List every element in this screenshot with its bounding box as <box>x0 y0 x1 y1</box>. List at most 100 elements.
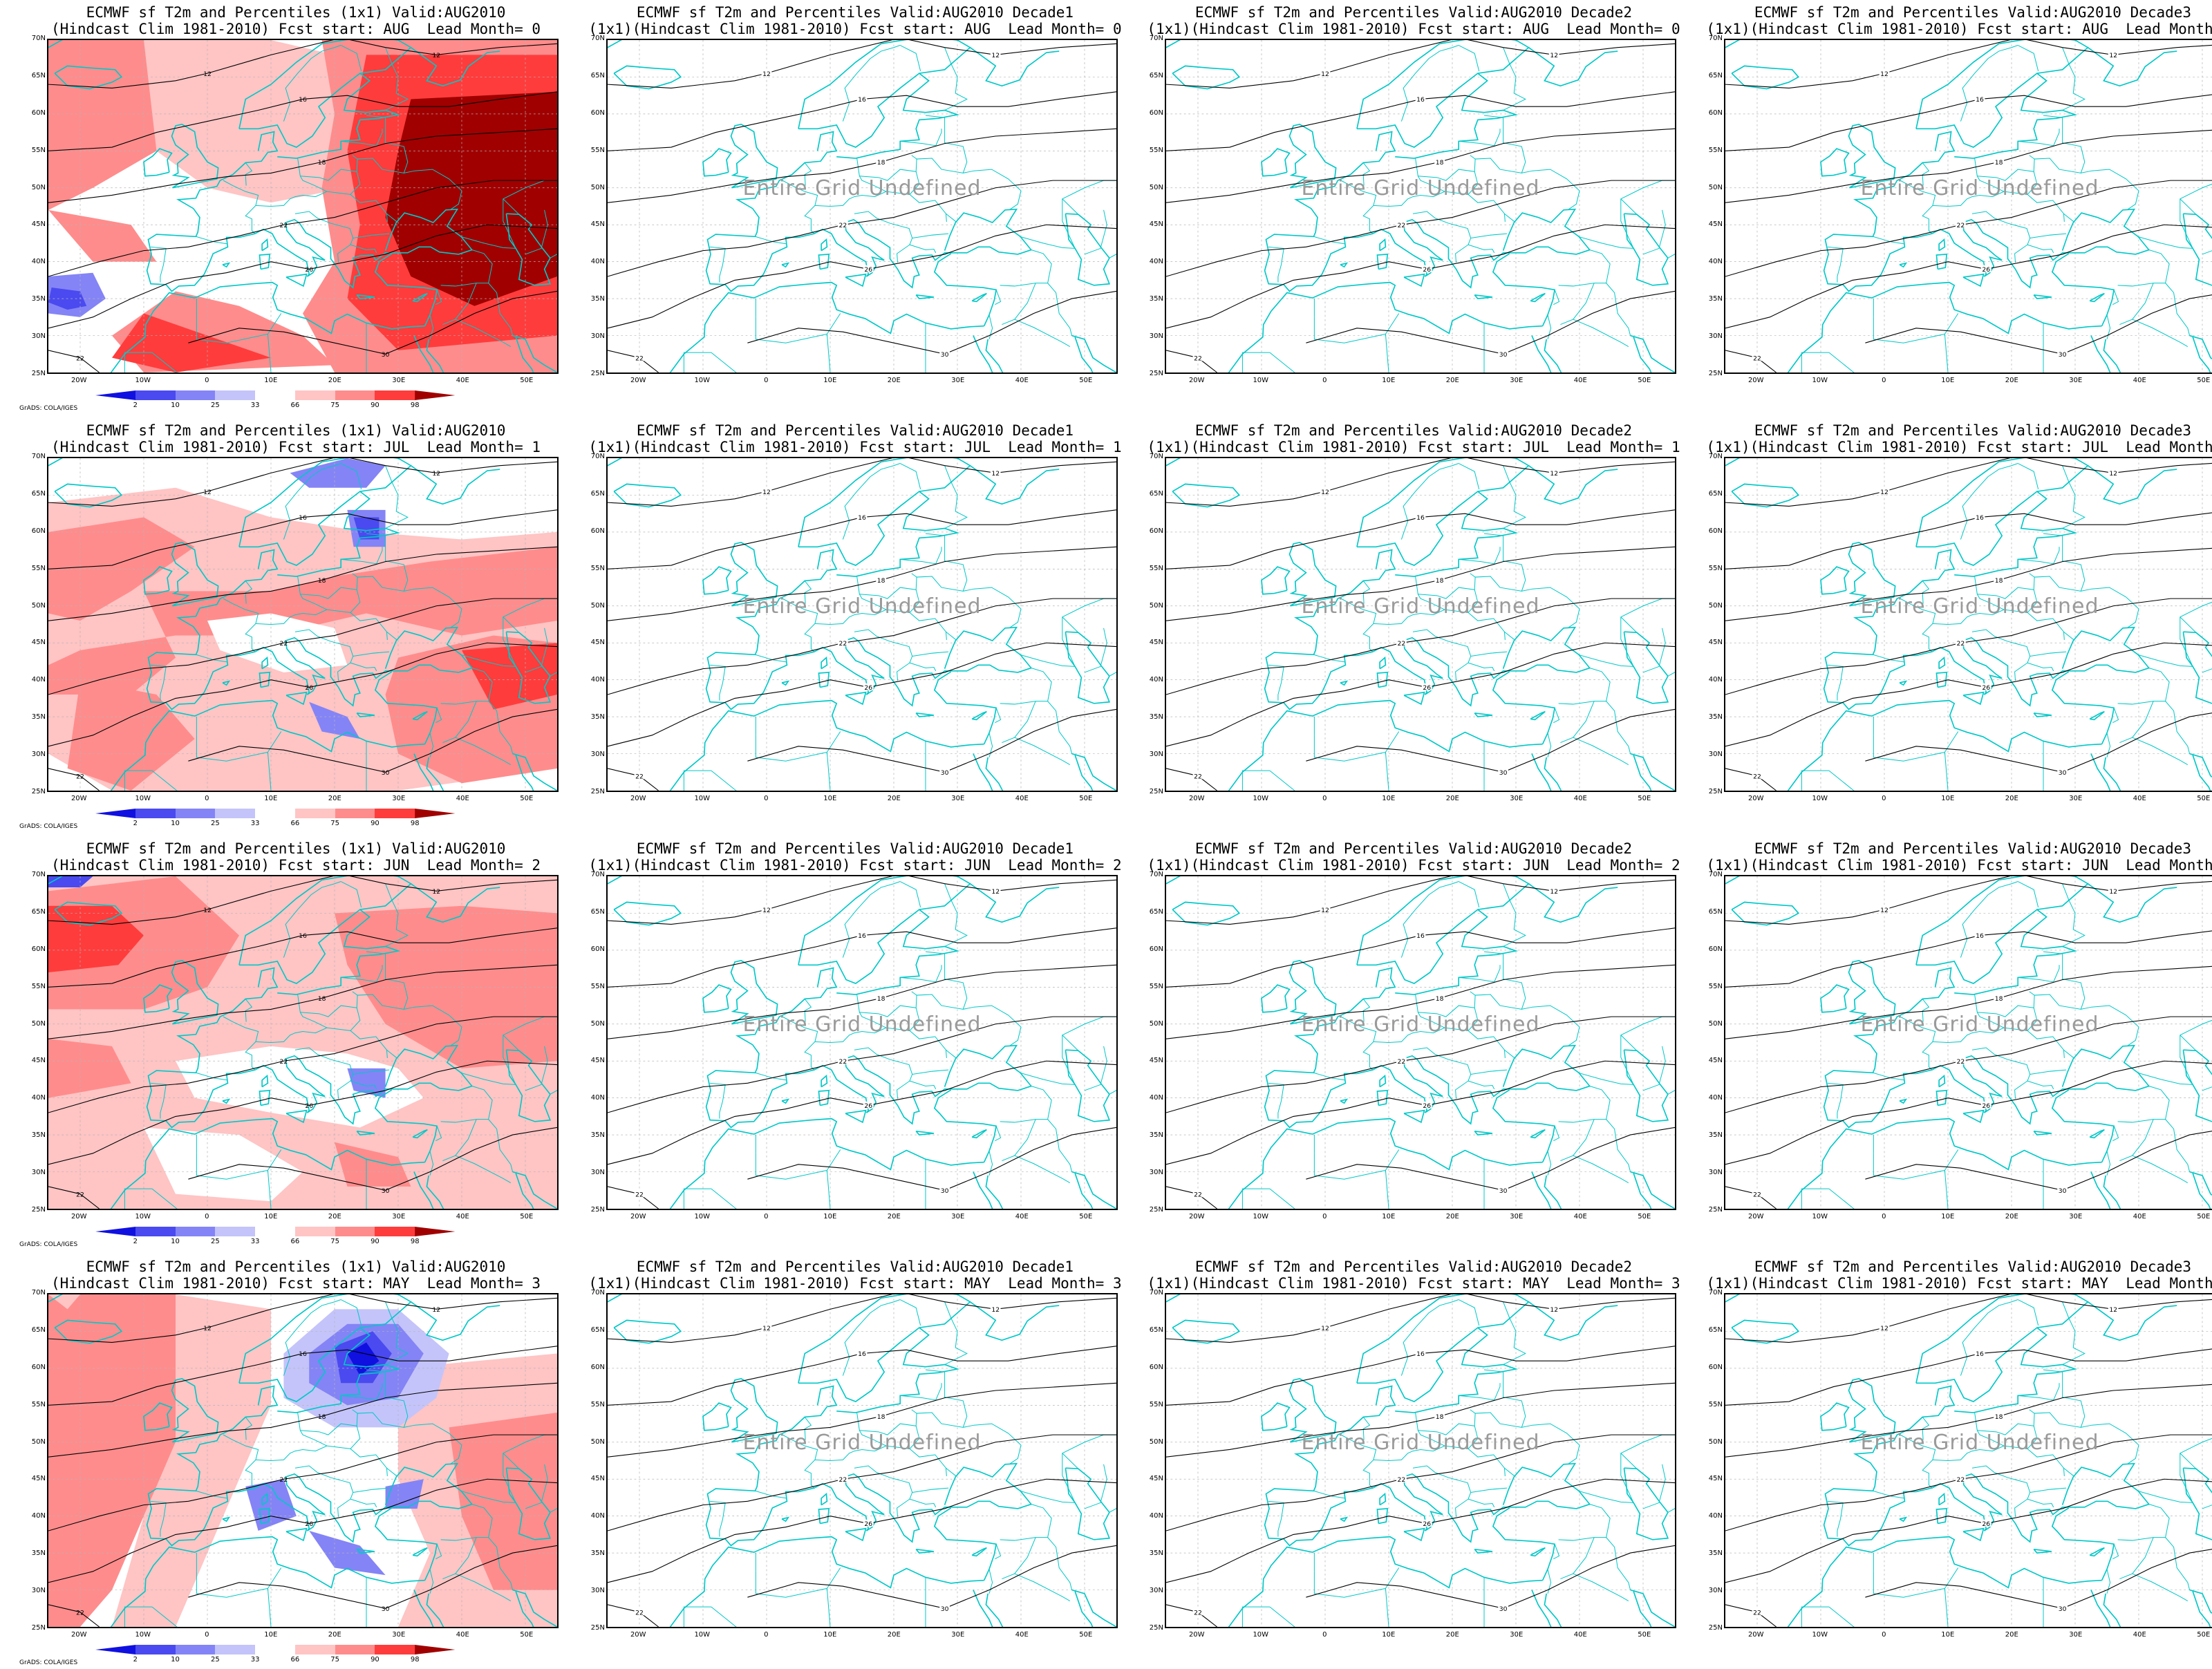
contour-label: 18 <box>1436 995 1444 1003</box>
longitude-label: 10W <box>1253 795 1269 802</box>
longitude-label: 50E <box>1079 1213 1093 1220</box>
contour-label: 22 <box>280 1058 288 1066</box>
latitude-label: 65N <box>590 907 605 916</box>
grads-credit: GrADS: COLA/IGES <box>19 1241 78 1248</box>
panel-title-line1: ECMWF sf T2m and Percentiles Valid:AUG20… <box>636 1258 1074 1275</box>
longitude-label: 10W <box>135 795 151 802</box>
grads-credit: GrADS: COLA/IGES <box>19 405 78 412</box>
map-frame: 12 12 16 18 22 26 30 22 Entire Grid Undefined <box>606 875 1118 1210</box>
contour-line <box>1166 224 1675 329</box>
latitude-label: 35N <box>590 1131 605 1140</box>
coastlines <box>1725 1294 2212 1627</box>
longitude-label: 10W <box>694 795 711 802</box>
longitude-label: 20E <box>887 1213 901 1220</box>
contour-label: 22 <box>839 1058 847 1066</box>
latitude-label: 25N <box>1708 1624 1723 1632</box>
contour-label: 26 <box>1982 1520 1990 1528</box>
longitude-label: 20E <box>2005 795 2018 802</box>
temperature-contours: 12 12 16 18 22 26 30 22 <box>608 876 1116 1209</box>
latitude-label: 60N <box>1708 1363 1723 1371</box>
longitude-label: 50E <box>520 377 534 384</box>
longitude-label: 10E <box>823 1631 837 1639</box>
panel-title-line1: ECMWF sf T2m and Percentiles Valid:AUG20… <box>1754 840 2192 857</box>
longitude-label: 0 <box>1882 377 1886 384</box>
longitude-label: 0 <box>1882 795 1886 802</box>
longitude-label: 0 <box>764 377 769 384</box>
temperature-contours: 12 12 16 18 22 26 30 22 <box>1166 458 1675 791</box>
percentile-shading <box>48 876 557 1209</box>
graticule <box>48 40 557 373</box>
panel-title-line1: ECMWF sf T2m and Percentiles (1x1) Valid… <box>86 422 506 439</box>
longitude-label: 0 <box>1882 1213 1886 1220</box>
latitude-label: 60N <box>590 1363 605 1371</box>
contour-line <box>1166 876 1452 925</box>
contour-label: 22 <box>1194 1191 1202 1198</box>
contour-line <box>48 1016 557 1113</box>
coastlines <box>608 1294 1116 1627</box>
panel-title-line2: (Hindcast Clim 1981-2010) Fcst start: MA… <box>50 1275 541 1292</box>
longitude-label: 20W <box>1188 377 1205 384</box>
longitude-label: 30E <box>392 795 406 802</box>
latitude-label: 40N <box>1708 1094 1723 1102</box>
latitude-label: 65N <box>1149 71 1163 79</box>
borders <box>1801 463 2212 791</box>
colorbar-label: 66 <box>290 820 300 827</box>
latitude-label: 50N <box>1149 183 1163 191</box>
contour-line <box>1865 713 2212 773</box>
longitude-label: 40E <box>2133 1631 2146 1639</box>
latitude-label: 45N <box>31 639 46 647</box>
longitude-label: 40E <box>2133 1213 2146 1220</box>
contour-line <box>1166 546 1675 621</box>
latitude-label: 30N <box>1708 751 1723 759</box>
contour-label: 18 <box>1995 159 2003 167</box>
latitude-label: 30N <box>31 1587 46 1595</box>
borders <box>1801 45 2212 373</box>
colorbar-label: 75 <box>330 1238 340 1245</box>
longitude-label: 0 <box>205 1213 209 1220</box>
colorbar-swatch <box>415 390 456 400</box>
colorbar-swatch <box>335 1645 375 1654</box>
map-panel: ECMWF sf T2m and Percentiles Valid:AUG20… <box>1696 836 2212 1251</box>
contour-label: 26 <box>1423 684 1431 692</box>
longitude-label: 30E <box>392 1631 406 1639</box>
contour-label: 26 <box>305 1102 313 1110</box>
latitude-label: 45N <box>1149 639 1163 647</box>
graticule <box>48 876 557 1209</box>
borders <box>683 463 1116 791</box>
colorbar-swatch <box>294 390 336 400</box>
longitude-label: 30E <box>2069 795 2083 802</box>
contour-line <box>1467 40 1675 55</box>
contour-line <box>349 458 557 473</box>
latitude-label: 60N <box>1149 109 1163 117</box>
map-frame: 12 12 16 18 22 26 30 22 Entire Grid Undefined <box>606 1293 1118 1628</box>
contour-line <box>1725 1294 2011 1343</box>
latitude-label: 40N <box>1708 676 1723 684</box>
contour-line <box>747 290 1116 355</box>
contour-label: 16 <box>858 96 866 104</box>
temperature-contours: 12 12 16 18 22 26 30 22 <box>1725 40 2212 373</box>
latitude-label: 55N <box>590 146 605 154</box>
longitude-label: 30E <box>2069 377 2083 384</box>
contour-label: 18 <box>877 1413 885 1421</box>
latitude-label: 45N <box>1708 220 1723 229</box>
latitude-label: 40N <box>1149 1094 1163 1102</box>
contour-line <box>1725 1478 2212 1583</box>
latitude-label: 30N <box>31 751 46 759</box>
shading-region <box>67 679 195 791</box>
colorbar-label: 33 <box>250 1656 260 1663</box>
contour-label: 12 <box>991 470 1000 478</box>
borders <box>683 45 1116 373</box>
map-svg: 12 12 16 18 22 26 30 22 <box>48 40 557 373</box>
colorbar-label: 25 <box>210 402 220 409</box>
shading-region <box>347 1068 386 1098</box>
contour-label: 16 <box>1976 1350 1984 1358</box>
contour-line <box>1865 1131 2212 1191</box>
contour-label: 22 <box>280 640 288 648</box>
temperature-contours: 12 12 16 18 22 26 30 22 <box>48 458 557 791</box>
colorbar-swatch <box>135 1227 176 1236</box>
contour-label: 30 <box>2059 769 2067 777</box>
longitude-label: 20E <box>1445 1213 1459 1220</box>
colorbar-label: 10 <box>171 402 180 409</box>
longitude-label: 10E <box>264 795 278 802</box>
colorbar-label: 2 <box>133 820 138 827</box>
